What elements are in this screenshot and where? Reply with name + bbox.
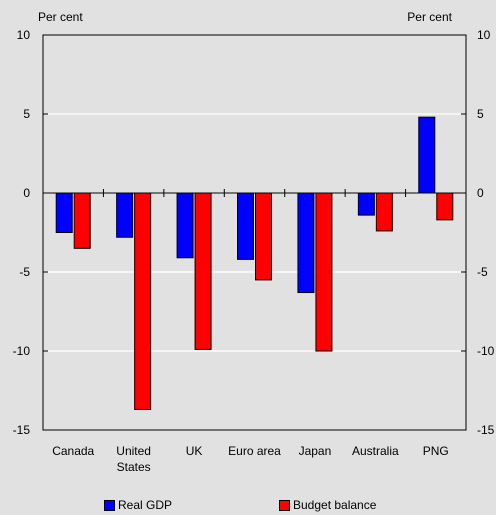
chart-svg: 10 10 5 5 0 0 -5 -5 -10 -10 -15 -15 Per cent Per cent… bbox=[13, 10, 495, 474]
legend-label-real-gdp: Real GDP bbox=[118, 498, 173, 512]
bar-real-gdp-1 bbox=[116, 192, 134, 238]
y-tick-label-left: 5 bbox=[23, 107, 30, 121]
bar-budget-balance-4 bbox=[315, 192, 333, 352]
bar-real-gdp-2 bbox=[176, 192, 194, 259]
category-label-1: United States bbox=[116, 444, 151, 474]
y-tick-label-left: 10 bbox=[17, 28, 31, 42]
category-label-6: PNG bbox=[423, 444, 449, 458]
y-tick-label-right: 0 bbox=[477, 186, 484, 200]
bar-budget-balance-6 bbox=[436, 192, 454, 221]
bar-budget-balance-0 bbox=[73, 192, 91, 249]
category-label-2: UK bbox=[186, 444, 203, 458]
legend-item-budget-balance: Budget balance bbox=[279, 498, 376, 512]
y-tick-label-left: 0 bbox=[23, 186, 30, 200]
bar-real-gdp-4 bbox=[297, 192, 315, 294]
bar-real-gdp-0 bbox=[55, 192, 73, 233]
category-label-4: Japan bbox=[299, 444, 332, 458]
bar-real-gdp-3 bbox=[237, 192, 254, 260]
bar-real-gdp-5 bbox=[357, 192, 375, 216]
bar-budget-balance-3 bbox=[255, 192, 272, 281]
category-label-line: Canada bbox=[52, 444, 94, 458]
y-tick-label-left: -10 bbox=[13, 344, 31, 358]
y-tick-label-right: -10 bbox=[477, 344, 495, 358]
legend-swatch-real-gdp bbox=[104, 499, 115, 511]
plot-area bbox=[43, 35, 466, 430]
bar-real-gdp-6 bbox=[418, 116, 436, 194]
y-tick-label-right: 10 bbox=[477, 28, 491, 42]
y-tick-label-right: 5 bbox=[477, 107, 484, 121]
legend-swatch-budget-balance bbox=[279, 499, 290, 511]
category-label-line: UK bbox=[186, 444, 203, 458]
legend-item-real-gdp: Real GDP bbox=[104, 498, 172, 512]
bar-budget-balance-1 bbox=[134, 192, 152, 410]
category-label-line: Australia bbox=[352, 444, 399, 458]
plot-frame bbox=[42, 34, 467, 431]
category-label-line: Japan bbox=[299, 444, 332, 458]
category-label-line: Euro area bbox=[228, 444, 281, 458]
legend: Real GDP Budget balance bbox=[0, 498, 496, 515]
y-tick-label-left: -15 bbox=[13, 423, 31, 437]
category-label-0: Canada bbox=[52, 444, 94, 458]
bar-budget-balance-2 bbox=[194, 192, 212, 350]
category-label-3: Euro area bbox=[228, 444, 281, 458]
legend-label-budget-balance: Budget balance bbox=[293, 498, 377, 512]
category-label-line: PNG bbox=[423, 444, 449, 458]
category-label-line: United bbox=[116, 444, 151, 458]
category-label-line: States bbox=[117, 460, 151, 474]
y-tick-label-right: -5 bbox=[477, 265, 488, 279]
bar-budget-balance-5 bbox=[375, 192, 393, 232]
y-tick-label-left: -5 bbox=[19, 265, 30, 279]
y-tick-label-right: -15 bbox=[477, 423, 495, 437]
y-unit-label-right: Per cent bbox=[407, 10, 452, 24]
category-label-5: Australia bbox=[352, 444, 399, 458]
y-unit-label-left: Per cent bbox=[38, 10, 83, 24]
